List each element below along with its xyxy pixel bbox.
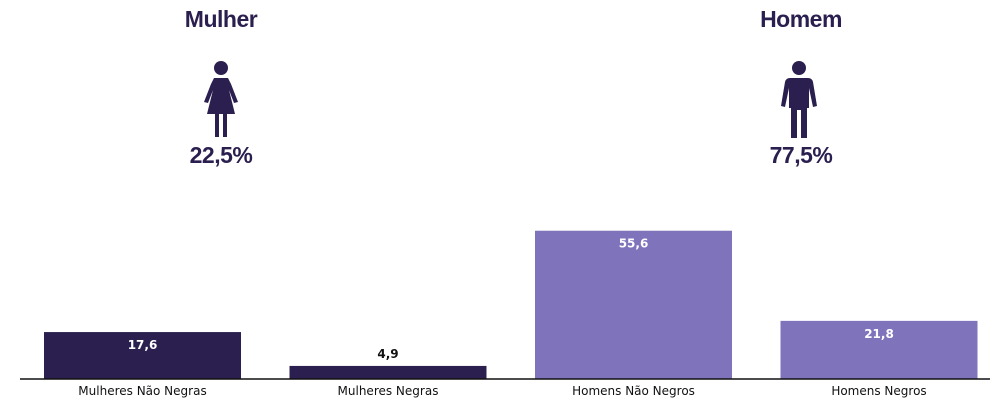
- bar-2: [289, 365, 487, 379]
- category-tick-label-3: Homens Não Negros: [572, 384, 695, 398]
- male-group-title: Homem: [760, 6, 842, 32]
- bar-3: [535, 230, 732, 379]
- man-icon: [781, 61, 817, 138]
- bar-4: [780, 320, 978, 379]
- female-group-title: Mulher: [184, 6, 258, 32]
- bar-value-label-2: 4,9: [377, 347, 398, 361]
- category-tick-label-4: Homens Negros: [831, 384, 926, 398]
- woman-icon: [204, 61, 238, 137]
- category-tick-label-2: Mulheres Negras: [338, 384, 439, 398]
- female-percentage: 22,5%: [189, 142, 253, 168]
- bar-value-label-4: 21,8: [864, 327, 894, 341]
- bar-value-label-3: 55,6: [619, 237, 649, 251]
- bar-value-label-1: 17,6: [128, 338, 158, 352]
- bar-1: [44, 332, 241, 379]
- male-percentage: 77,5%: [769, 142, 833, 168]
- category-tick-label-1: Mulheres Não Negras: [78, 384, 206, 398]
